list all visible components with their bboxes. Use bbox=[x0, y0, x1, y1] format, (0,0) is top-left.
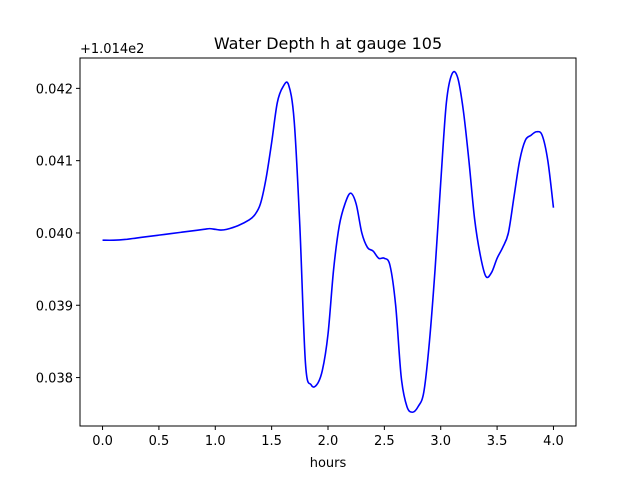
y-tick-label: 0.042 bbox=[36, 82, 73, 97]
x-tick-label: 1.5 bbox=[261, 434, 282, 449]
chart-title: Water Depth h at gauge 105 bbox=[214, 34, 442, 53]
y-tick-label: 0.039 bbox=[36, 299, 73, 314]
x-tick-label: 2.0 bbox=[318, 434, 339, 449]
plot-area: 0.0 0.5 1.0 1.5 2.0 2.5 3.0 3.5 4.0 0.038 0.039 0.0… bbox=[36, 57, 577, 449]
x-tick-label: 3.0 bbox=[430, 434, 451, 449]
y-tick-label: 0.041 bbox=[36, 155, 73, 170]
x-tick-label: 4.0 bbox=[543, 434, 564, 449]
x-tick-label: 1.0 bbox=[205, 434, 226, 449]
x-axis-label: hours bbox=[310, 456, 347, 471]
x-tick-label: 2.5 bbox=[374, 434, 395, 449]
x-tick-label: 0.5 bbox=[149, 434, 170, 449]
x-tick-label: 0.0 bbox=[92, 434, 113, 449]
y-axis-offset-label: +1.014e2 bbox=[80, 42, 144, 57]
y-tick-label: 0.040 bbox=[36, 227, 73, 242]
y-tick-label: 0.038 bbox=[36, 372, 73, 387]
x-tick-label: 3.5 bbox=[487, 434, 508, 449]
series-line-0 bbox=[102, 70, 555, 414]
